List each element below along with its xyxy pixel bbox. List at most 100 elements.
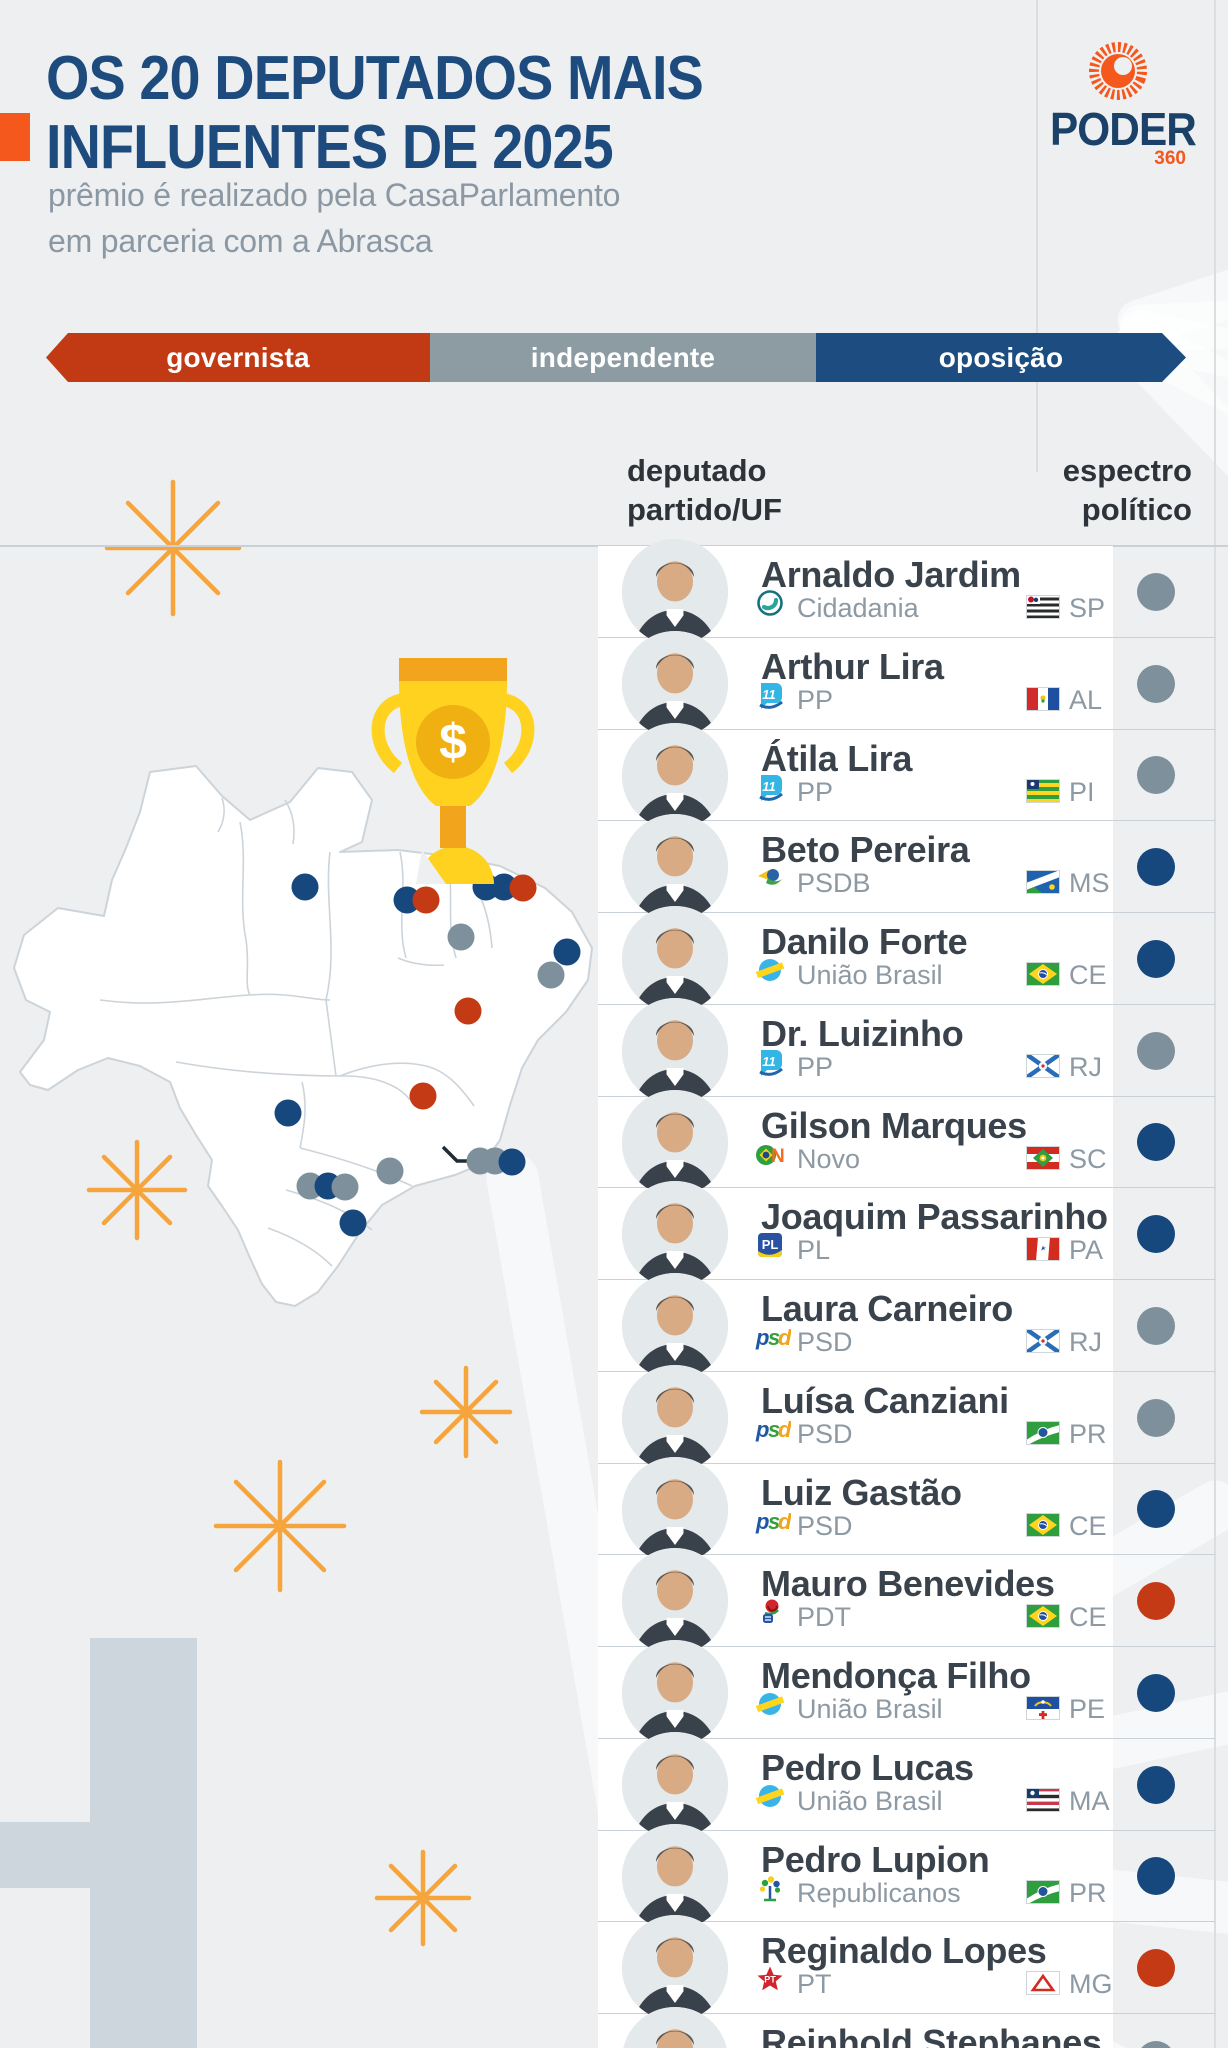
spectrum-dot [1137,1765,1175,1804]
party-name: Novo [797,1143,861,1174]
svg-text:d: d [778,1325,791,1350]
column-header-deputado: deputado partido/UF [627,452,782,530]
party-logo-icon [755,955,785,985]
deputy-name: Átila Lira [761,737,913,779]
spectrum-dot [1137,939,1175,978]
plus-shape-decor [0,1638,197,2048]
svg-text:d: d [778,1417,791,1442]
deputy-photo [622,997,728,1104]
svg-text:s: s [768,1509,780,1534]
state-flag-icon [1026,778,1060,803]
party-logo-icon: 11 [755,680,785,710]
trophy-icon: $ [371,658,535,884]
svg-text:11: 11 [762,1054,776,1069]
state-flag-icon [1026,1604,1060,1629]
subtitle-line2: em parceria com a Abrasca [48,223,433,260]
map-dot [314,1172,342,1200]
svg-text:p: p [755,1325,769,1350]
spectrum-dot [1137,572,1175,611]
subtitle-line1: prêmio é realizado pela CasaParlamento [48,177,621,213]
state-uf: RJ [1069,1327,1102,1357]
map-dot [447,923,475,951]
deputy-name: Luiz Gastão [761,1471,962,1513]
map-dot [274,1099,302,1127]
table-row: Mauro Benevides PDT CE [598,1548,1215,1655]
party-name: Cidadania [797,593,919,623]
table-row: Arnaldo Jardim Cidadania SP [598,539,1215,645]
svg-text:PL: PL [762,1237,779,1252]
table-row: Reginaldo Lopes PT PT MG [598,1915,1215,2022]
deputy-name: Joaquim Passarinho [761,1196,1108,1238]
deputy-photo [622,1456,728,1563]
logo-360-text: 360 [1154,148,1186,169]
state-uf: CE [1069,1510,1107,1541]
state-uf: PR [1069,1418,1107,1449]
state-uf: MA [1069,1785,1110,1816]
svg-text:PT: PT [764,1975,776,1985]
deputy-name: Arthur Lira [761,645,944,687]
map-dot [339,1209,367,1237]
table-row: Laura Carneiro p s d PSD RJ [598,1273,1215,1379]
spectrum-dot [1137,1673,1175,1712]
party-logo-icon: PT [755,1964,785,1994]
deputy-photo [622,906,728,1012]
deputy-photo [622,630,728,737]
state-flag-icon [1026,962,1060,986]
party-logo-icon: p s d [755,1322,791,1352]
deputy-photo [622,539,728,645]
map-dot [331,1173,359,1201]
party-name: PSDB [797,868,871,899]
svg-text:s: s [768,1325,780,1350]
table-row: Átila Lira 11 PP PI [598,722,1215,829]
poder-logo-text: PODER [1050,103,1197,155]
table-row: Dr. Luizinho 11 PP RJ [598,997,1215,1104]
legend-independente: independente [430,333,816,382]
deputy-name: Laura Carneiro [761,1288,1013,1329]
spectrum-dot [1137,1490,1175,1529]
state-flag-icon [1026,1420,1060,1445]
state-uf: SP [1069,593,1106,623]
svg-text:N: N [771,1146,785,1167]
table-row: Beto Pereira PSDB MS [598,814,1215,921]
poder360-sunburst-icon [1089,42,1147,100]
state-flag-icon [1026,1237,1060,1262]
spectrum-dot [1137,848,1175,887]
starburst-decor [86,479,513,1947]
table-row: Arthur Lira 11 PP AL [598,630,1215,737]
map-dot [466,1147,494,1175]
table-row: Pedro Lupion Republicanos PR [598,1823,1215,1930]
table-row: Luiz Gastão p s d PSD CE [598,1456,1215,1563]
map-dot [454,997,482,1025]
spectrum-dot [1137,1398,1175,1437]
map-pointer-line [441,1145,469,1163]
deputy-photo [622,1548,728,1655]
poder360-logo: PODER 360 [1040,30,1210,190]
svg-text:11: 11 [762,779,776,794]
state-flag-icon [1026,1696,1060,1720]
map-dot [537,961,565,989]
map-dot [296,1172,324,1200]
deputy-name: Reginaldo Lopes [761,1930,1047,1972]
table-row: Joaquim Passarinho PL PL PA [598,1181,1215,1288]
party-name: União Brasil [797,1785,943,1816]
party-name: União Brasil [797,960,943,990]
party-name: PP [797,776,834,807]
right-edge-line [1214,0,1216,2048]
party-logo-icon: p s d [755,1414,791,1444]
spectrum-dot [1137,1123,1175,1162]
state-uf: SC [1069,1143,1107,1174]
spectrum-dot [1137,756,1175,795]
party-name: Republicanos [797,1877,961,1908]
state-flag-icon [1026,1971,1060,1996]
deputy-photo [622,1273,728,1379]
accent-square [0,113,30,161]
page-subtitle: prêmio é realizado pela CasaParlamento e… [48,172,620,265]
deputy-name: Dr. Luizinho [761,1012,964,1054]
party-name: PP [797,684,834,715]
deputy-name: Mendonça Filho [761,1655,1031,1696]
spectrum-dot [1137,1949,1175,1988]
party-logo-icon: 11 [755,772,785,802]
legend-independente-label: independente [530,341,716,373]
map-dot [393,886,421,914]
deputy-photo [622,1089,728,1196]
